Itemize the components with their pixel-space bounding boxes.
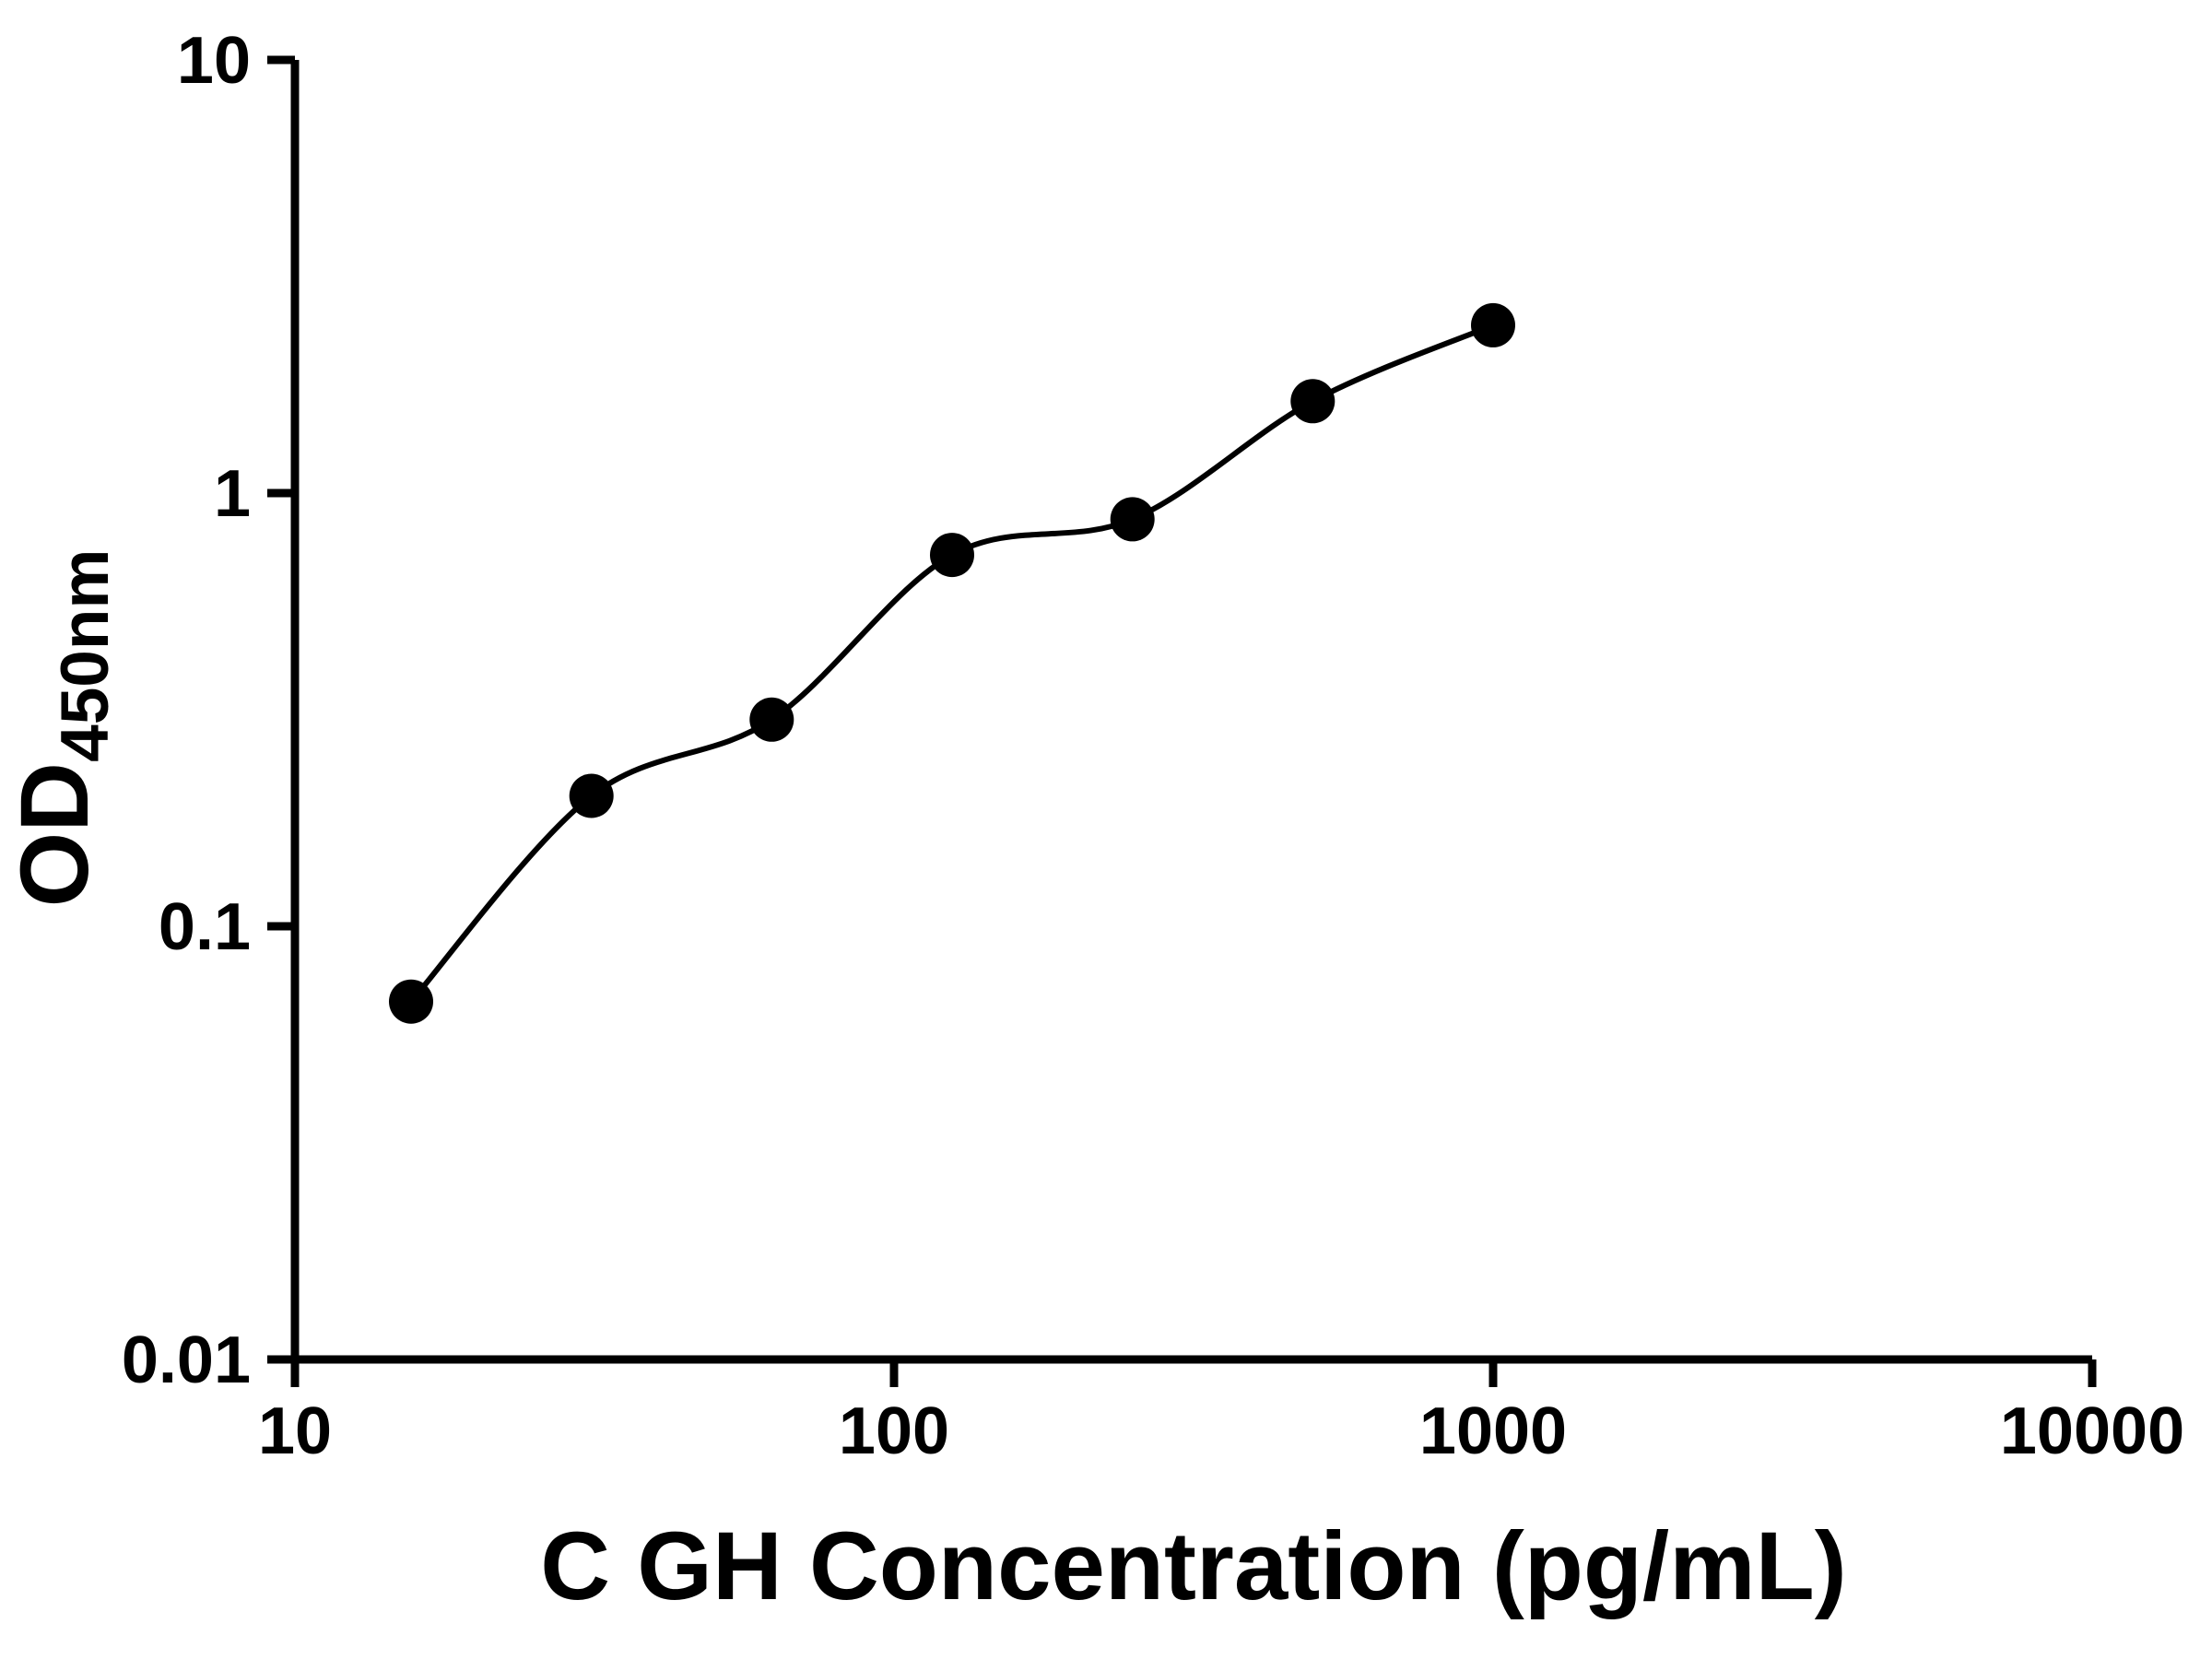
- y-axis-title: OD450nm: [1, 549, 123, 908]
- data-point: [1290, 379, 1335, 424]
- y-axis-title-subscript: 450nm: [48, 549, 123, 762]
- data-point: [389, 979, 433, 1024]
- x-axis-tick-label: 10000: [2000, 1394, 2184, 1468]
- y-axis-tick-label: 0.1: [159, 890, 251, 964]
- data-point: [1110, 497, 1155, 542]
- x-axis-tick-label: 100: [839, 1394, 949, 1468]
- y-axis-title-main: OD: [1, 762, 109, 908]
- data-point: [930, 533, 974, 578]
- fit-curve: [408, 322, 1496, 1005]
- x-axis-tick-label: 10: [258, 1394, 332, 1468]
- chart-plot-area: 10 100 1000 10000 0.01 0.1 1 10: [122, 24, 2184, 1468]
- data-point: [1471, 302, 1515, 347]
- y-axis-tick-label: 0.01: [122, 1324, 251, 1397]
- data-point: [749, 697, 794, 742]
- y-axis-tick-label: 10: [177, 24, 251, 98]
- x-axis-title: C GH Concentration (pg/mL): [540, 1512, 1846, 1620]
- x-axis-tick-label: 1000: [1419, 1394, 1567, 1468]
- data-point: [569, 773, 614, 818]
- y-axis-tick-label: 1: [214, 457, 251, 531]
